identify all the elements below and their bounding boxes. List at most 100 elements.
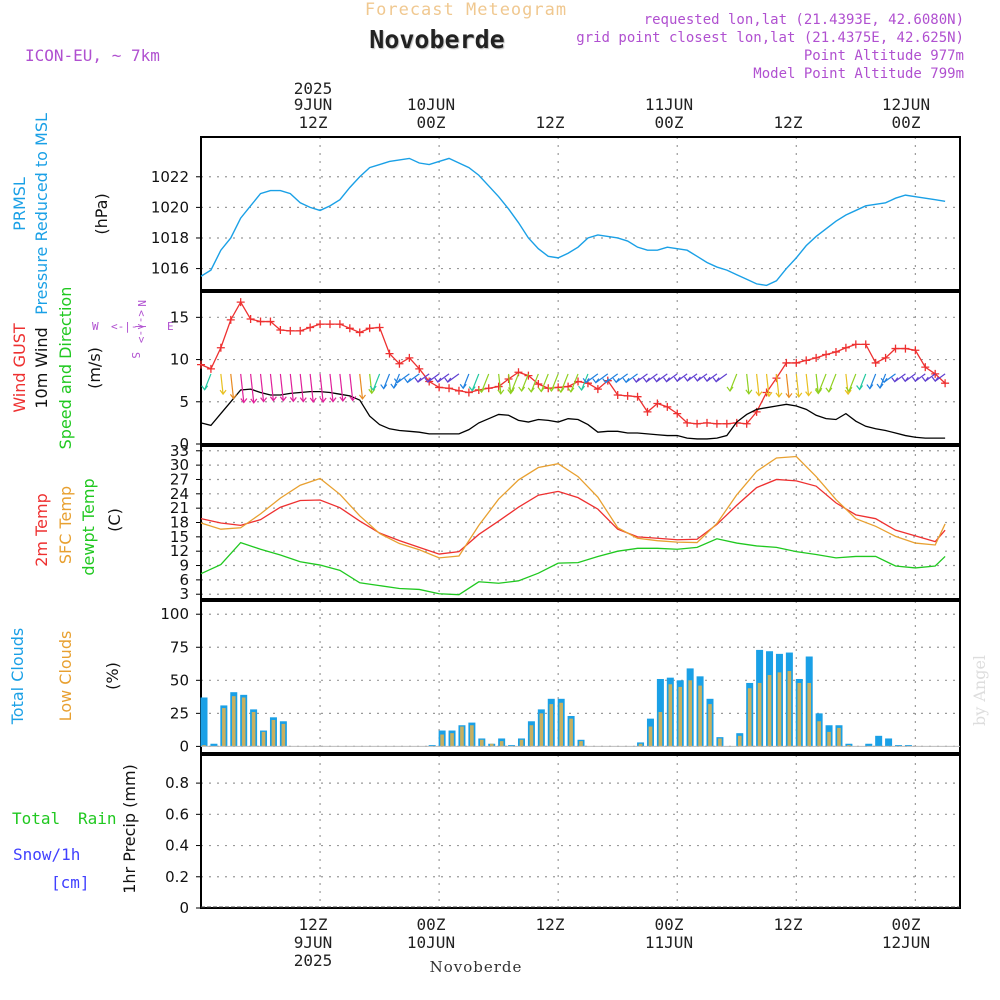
ytick-label: 3 [179, 585, 189, 603]
wind-arrow [437, 373, 450, 383]
bottom-tick-l1: 12Z [536, 915, 565, 934]
wind-arrowhead [434, 377, 442, 384]
wind-arrow [510, 373, 520, 392]
wind-label-1: Wind GUST [10, 323, 29, 413]
wind-label-3: Speed and Direction [56, 287, 75, 450]
gust-marker [306, 323, 315, 332]
low-cloud-bar [549, 704, 554, 747]
ytick-label: 6 [179, 571, 189, 589]
panel-frame [200, 136, 961, 291]
ytick-label: 0.8 [165, 774, 189, 792]
gust-marker [316, 320, 325, 329]
gust-marker [941, 379, 950, 388]
top-tick-l3: 00Z [892, 113, 921, 132]
wind-arrowhead [424, 377, 432, 384]
wind-arrow [585, 373, 599, 383]
low-cloud-bar [757, 682, 762, 747]
temp-label-3: dewpt Temp [79, 478, 98, 575]
precip-unit: 1hr Precip (mm) [120, 764, 139, 894]
wind-arrowhead [240, 398, 248, 404]
low-cloud-bar [261, 731, 266, 747]
wind-arrowhead [582, 378, 590, 384]
low-cloud-bar [827, 731, 831, 747]
gust-marker [345, 324, 354, 333]
compass-v: <-|-> [135, 310, 148, 343]
requested-coords: requested lon,lat (21.4393E, 42.6080N) [644, 12, 964, 28]
gridpoint-coords: grid point closest lon,lat (21.4375E, 42… [576, 30, 964, 46]
gust-marker [722, 419, 731, 428]
gust-marker [226, 315, 235, 324]
gust-marker [385, 349, 394, 358]
low-cloud-bar [231, 696, 236, 747]
wind-arrowhead [567, 387, 575, 393]
gust-line [200, 300, 946, 425]
ytick-label: 1020 [151, 198, 189, 216]
wind-arrow [329, 373, 334, 402]
wind-arrowhead [683, 376, 691, 382]
wind-arrow [447, 373, 460, 383]
low-cloud-bar [807, 682, 812, 747]
wind-arrow [498, 373, 502, 394]
top-tick-l1: 2025 [294, 79, 333, 98]
wind-arrow [729, 373, 738, 392]
wind-arrow [828, 373, 837, 393]
footer-location: Novoberde [430, 958, 523, 976]
wind-arrowhead [219, 389, 227, 396]
wind-arrowhead [663, 377, 671, 383]
wind-arrow [795, 373, 800, 397]
total-cloud-bar [875, 735, 883, 747]
wind-arrow [471, 373, 480, 391]
gust-marker [792, 358, 801, 367]
low-cloud-bar [241, 697, 246, 747]
chart-title: Forecast Meteogram [365, 0, 567, 20]
low-cloud-bar [688, 680, 692, 747]
bottom-tick-l1: 00Z [655, 915, 684, 934]
wind-arrow [595, 373, 609, 384]
wind-arrowhead [805, 391, 813, 397]
gust-marker [782, 358, 791, 367]
wind-arrowhead [931, 376, 939, 383]
wind-arrowhead [866, 384, 874, 390]
panel-precip: 0 0.2 0.4 0.6 0.8 [165, 754, 961, 917]
wind-unit: (m/s) [85, 347, 104, 389]
wind-arrow [580, 373, 589, 391]
wind-arrowhead [901, 376, 909, 383]
wind-arrow [319, 373, 324, 403]
gust-marker [325, 320, 334, 329]
wind-arrowhead [319, 397, 327, 403]
ytick-label: 18 [170, 514, 189, 532]
ytick-label: 0.4 [165, 837, 189, 855]
clouds-label-1: Total Clouds [8, 628, 27, 726]
low-cloud-bar [747, 688, 752, 747]
total-cloud-bar [895, 745, 903, 747]
wind-arrow [359, 373, 364, 400]
gust-marker [693, 419, 702, 428]
compass-h: <-|-> [111, 320, 144, 333]
low-cloud-bar [648, 726, 653, 747]
wind-arrowhead [825, 387, 833, 393]
low-cloud-bar [797, 682, 802, 747]
low-cloud-bar [668, 684, 673, 747]
low-cloud-bar [767, 675, 772, 747]
wind-arrowhead [765, 391, 773, 398]
top-time-axis: 2025 9JUN 12Z 10JUN 00Z 12Z 11JUN 00Z 12… [294, 79, 930, 132]
wind-arrowhead [632, 377, 640, 384]
bottom-tick-l2: 10JUN [407, 933, 455, 952]
wind-arrow [372, 373, 381, 391]
wind-arrowhead [673, 376, 681, 383]
ytick-label: 0.6 [165, 805, 189, 823]
watermark: by Angel [970, 655, 989, 726]
rain-legend-total: Total [12, 809, 60, 828]
ytick-label: 50 [170, 671, 189, 689]
wind-arrowhead [459, 383, 467, 390]
gust-marker [296, 326, 305, 335]
gust-marker [841, 343, 850, 352]
wind-arrowhead [260, 397, 268, 403]
low-cloud-bar [519, 739, 524, 747]
wind-arrowhead [795, 392, 803, 398]
wind-arrow [220, 373, 224, 395]
panel-frame [200, 754, 961, 909]
ytick-label: 12 [170, 542, 189, 560]
wind-arrow [570, 373, 579, 393]
compass-w: W [92, 320, 99, 333]
